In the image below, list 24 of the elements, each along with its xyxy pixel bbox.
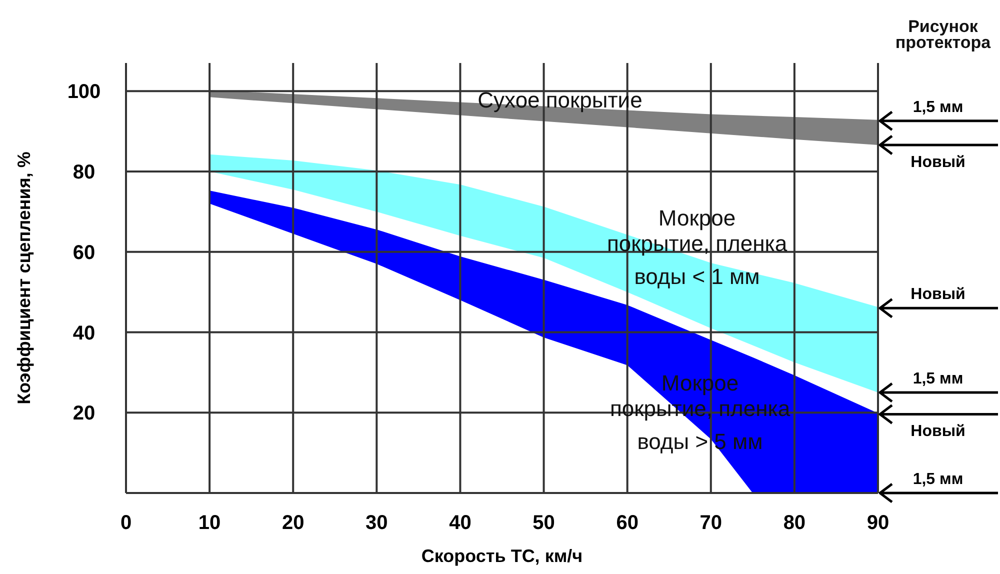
x-tick-label: 40 xyxy=(449,512,472,534)
y-tick-label: 40 xyxy=(72,322,96,344)
text: Новый xyxy=(910,423,966,440)
x-axis-title: Скорость ТС, км/ч xyxy=(421,546,583,566)
x-tick-label: 30 xyxy=(366,512,388,534)
x-tick-label: 50 xyxy=(532,512,555,534)
text: Новый xyxy=(910,286,966,304)
text: 1,5 мм xyxy=(912,370,964,388)
x-tick-label: 70 xyxy=(700,512,722,534)
y-tick-label: 100 xyxy=(67,81,101,104)
y-tick-label: 60 xyxy=(72,242,96,264)
text: Новый xyxy=(910,154,966,171)
x-tick-label: 0 xyxy=(120,512,132,534)
x-tick-label: 10 xyxy=(198,512,221,534)
x-tick-label: 80 xyxy=(783,512,806,534)
x-tick-label: 90 xyxy=(866,512,890,534)
text: 1,5 мм xyxy=(912,471,964,488)
text: Рисунок протектора xyxy=(895,16,992,52)
text: 1,5 мм xyxy=(912,98,964,116)
x-tick-label: 20 xyxy=(282,512,304,534)
y-axis-title: Коэффициент сцепления, % xyxy=(14,152,34,404)
y-tick-label: 20 xyxy=(72,402,96,425)
y-tick-label: 80 xyxy=(72,162,96,184)
x-tick-label: 60 xyxy=(616,512,638,534)
